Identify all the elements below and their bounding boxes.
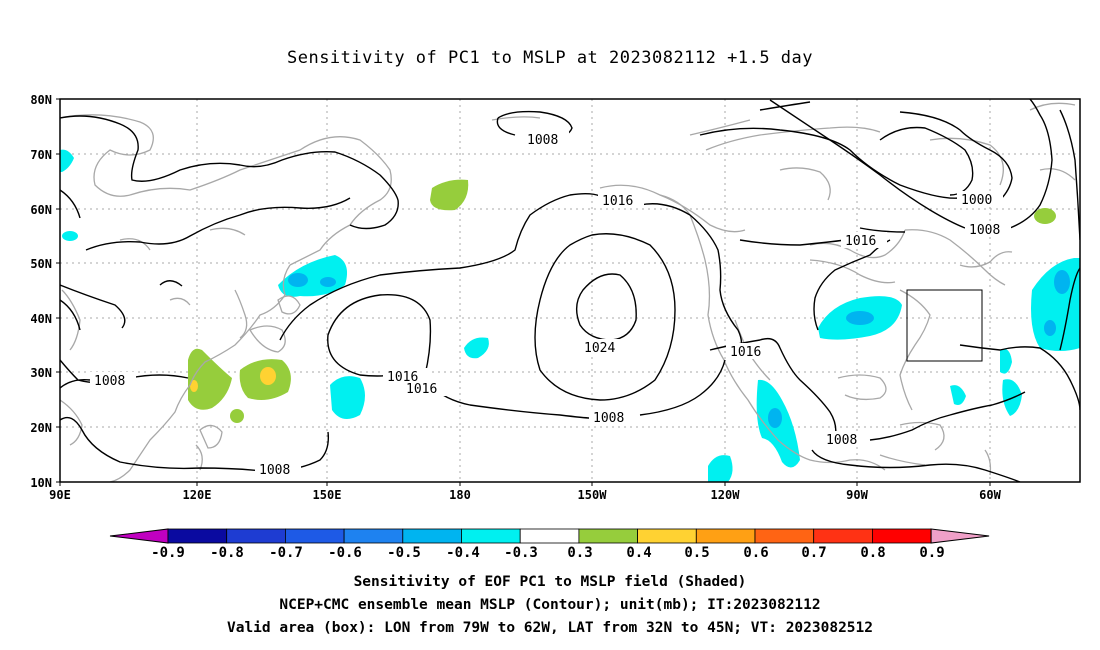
colorbar-swatch — [637, 528, 697, 544]
colorbar-label: -0.5 — [387, 545, 421, 561]
contour-label: 1016 — [845, 234, 876, 249]
contour-label-bgs — [90, 131, 1011, 477]
colorbar-swatch — [343, 528, 404, 544]
contour-label: 1016 — [730, 345, 761, 360]
valid-area-box — [906, 289, 983, 362]
caption-line-3: Valid area (box): LON from 79W to 62W, L… — [226, 620, 873, 636]
lon-label: 120W — [711, 488, 741, 502]
axis-ticks — [56, 98, 991, 486]
colorbar-label: -0.3 — [504, 545, 538, 561]
colorbar-swatch — [754, 528, 815, 544]
latitude-labels: 80N 70N 60N 50N 40N 30N 20N 10N — [30, 93, 52, 490]
lon-label: 90W — [846, 488, 868, 502]
colorbar-swatch — [872, 528, 932, 544]
colorbar-labels: -0.9 -0.8 -0.7 -0.6 -0.5 -0.4 -0.3 0.3 0… — [151, 545, 945, 561]
colorbar — [109, 528, 990, 544]
map-title: Sensitivity of PC1 to MSLP at 2023082112… — [286, 48, 813, 68]
contour-label: 1008 — [259, 463, 290, 478]
colorbar-label: -0.7 — [269, 545, 303, 561]
colorbar-swatch — [461, 528, 521, 544]
contour-label: 1008 — [527, 133, 558, 148]
lat-label: 30N — [30, 366, 52, 380]
mslp-contours — [60, 99, 1080, 482]
lat-label: 50N — [30, 257, 52, 271]
colorbar-swatch — [226, 528, 286, 544]
colorbar-label: -0.9 — [151, 545, 185, 561]
lon-label: 60W — [979, 488, 1001, 502]
colorbar-label: 0.6 — [743, 545, 768, 561]
colorbar-label: 0.9 — [919, 545, 944, 561]
colorbar-swatch — [695, 528, 756, 544]
lat-label: 70N — [30, 148, 52, 162]
lon-label: 180 — [449, 488, 471, 502]
lon-label: 120E — [183, 488, 212, 502]
colorbar-label: -0.6 — [328, 545, 362, 561]
contour-label: 1008 — [94, 374, 125, 389]
lat-label: 80N — [30, 93, 52, 107]
caption-line-1: Sensitivity of EOF PC1 to MSLP field (Sh… — [353, 574, 747, 590]
colorbar-arrow-left — [109, 528, 169, 544]
coastlines — [60, 102, 1076, 482]
colorbar-swatch — [284, 528, 345, 544]
contour-label: 1024 — [584, 341, 615, 356]
contour-label: 1008 — [593, 411, 624, 426]
contour-label: 1008 — [826, 433, 857, 448]
colorbar-arrow-right — [930, 528, 990, 544]
colorbar-label: 0.4 — [626, 545, 651, 561]
longitude-labels: 90E 120E 150E 180 150W 120W 90W 60W — [49, 488, 1001, 502]
colorbar-label: 0.5 — [684, 545, 709, 561]
colorbar-swatch — [813, 528, 873, 544]
contour-label: 1016 — [387, 370, 418, 385]
lon-label: 150E — [313, 488, 342, 502]
contour-label: 1008 — [969, 223, 1000, 238]
lon-label: 150W — [578, 488, 608, 502]
colorbar-label: 0.7 — [801, 545, 826, 561]
colorbar-label: 0.3 — [567, 545, 592, 561]
contour-label: 1016 — [406, 382, 437, 397]
caption-line-2: NCEP+CMC ensemble mean MSLP (Contour); u… — [279, 597, 821, 613]
lat-label: 40N — [30, 312, 52, 326]
contour-label: 1016 — [602, 194, 633, 209]
map-frame — [59, 98, 1081, 483]
contour-label: 1000 — [961, 193, 992, 208]
colorbar-label: -0.8 — [210, 545, 244, 561]
colorbar-swatch — [167, 528, 228, 544]
lat-label: 10N — [30, 476, 52, 490]
sensitivity-shading — [60, 149, 1080, 482]
colorbar-label: -0.4 — [446, 545, 480, 561]
lon-label: 90E — [49, 488, 71, 502]
colorbar-swatch — [402, 528, 462, 544]
colorbar-label: 0.8 — [860, 545, 885, 561]
contour-labels: 1008 1016 1000 1008 1016 1024 1016 1016 … — [94, 133, 1000, 478]
colorbar-swatch — [519, 528, 580, 544]
colorbar-swatch — [578, 528, 639, 544]
lat-label: 60N — [30, 203, 52, 217]
lat-label: 20N — [30, 421, 52, 435]
